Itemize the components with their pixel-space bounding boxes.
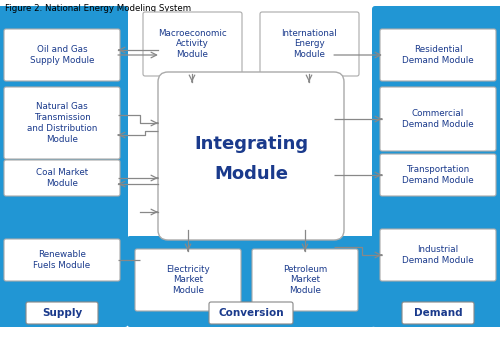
FancyBboxPatch shape xyxy=(4,87,120,159)
Text: Supply: Supply xyxy=(42,308,82,318)
FancyBboxPatch shape xyxy=(380,154,496,196)
Text: Module: Module xyxy=(214,165,288,183)
FancyBboxPatch shape xyxy=(260,12,359,76)
Text: International
Energy
Module: International Energy Module xyxy=(282,29,338,59)
FancyBboxPatch shape xyxy=(26,302,98,324)
FancyBboxPatch shape xyxy=(0,6,128,327)
FancyBboxPatch shape xyxy=(372,6,500,327)
Text: Transportation
Demand Module: Transportation Demand Module xyxy=(402,165,474,185)
FancyBboxPatch shape xyxy=(143,12,242,76)
Text: Electricity
Market
Module: Electricity Market Module xyxy=(166,265,210,295)
FancyBboxPatch shape xyxy=(4,239,120,281)
FancyBboxPatch shape xyxy=(158,72,344,240)
Text: Macroeconomic
Activity
Module: Macroeconomic Activity Module xyxy=(158,29,227,59)
Text: Figure 2. National Energy Modeling System: Figure 2. National Energy Modeling Syste… xyxy=(5,4,191,13)
Text: Natural Gas
Transmission
and Distribution
Module: Natural Gas Transmission and Distributio… xyxy=(27,102,97,144)
Text: Conversion: Conversion xyxy=(218,308,284,318)
FancyBboxPatch shape xyxy=(4,29,120,81)
FancyBboxPatch shape xyxy=(127,236,375,327)
FancyBboxPatch shape xyxy=(252,249,358,311)
FancyBboxPatch shape xyxy=(380,87,496,151)
FancyBboxPatch shape xyxy=(380,29,496,81)
Text: Petroleum
Market
Module: Petroleum Market Module xyxy=(283,265,327,295)
Text: Integrating: Integrating xyxy=(194,135,308,153)
Text: Renewable
Fuels Module: Renewable Fuels Module xyxy=(34,250,90,270)
FancyBboxPatch shape xyxy=(209,302,293,324)
Text: Coal Market
Module: Coal Market Module xyxy=(36,168,88,188)
Text: Oil and Gas
Supply Module: Oil and Gas Supply Module xyxy=(30,45,94,65)
Text: Industrial
Demand Module: Industrial Demand Module xyxy=(402,245,474,265)
Text: Commercial
Demand Module: Commercial Demand Module xyxy=(402,109,474,129)
FancyBboxPatch shape xyxy=(402,302,474,324)
FancyBboxPatch shape xyxy=(4,160,120,196)
Text: Residential
Demand Module: Residential Demand Module xyxy=(402,45,474,65)
Text: Demand: Demand xyxy=(414,308,463,318)
FancyBboxPatch shape xyxy=(380,229,496,281)
FancyBboxPatch shape xyxy=(135,249,241,311)
